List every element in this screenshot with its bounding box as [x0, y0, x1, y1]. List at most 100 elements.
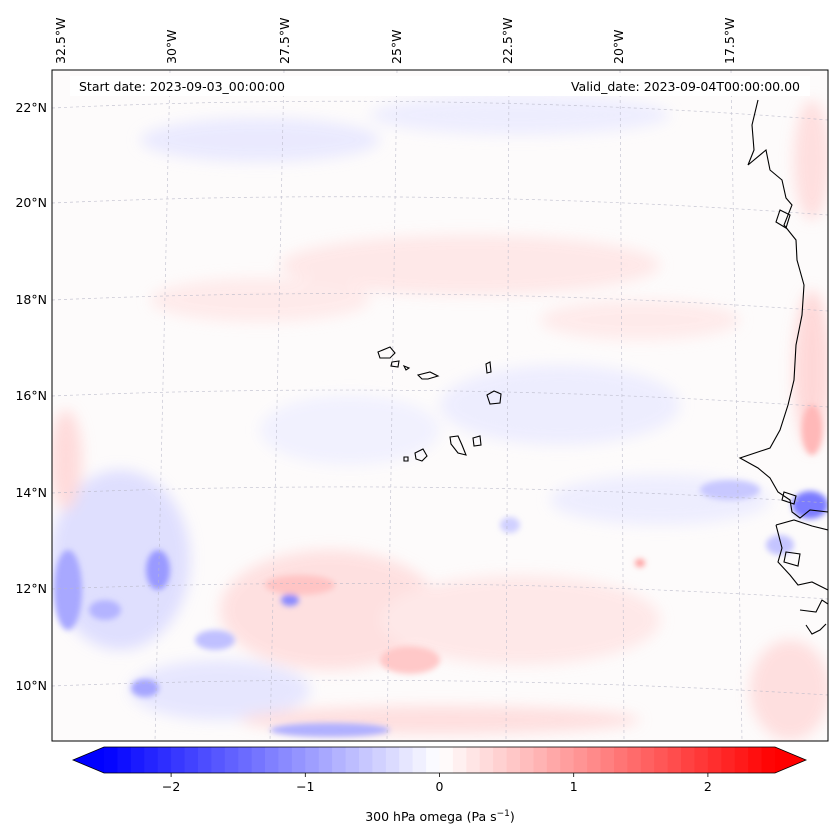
island-sal	[485, 361, 492, 374]
lon-label: 25°W	[389, 29, 404, 64]
colorbar-high-extension	[775, 747, 806, 773]
omega-blob	[794, 100, 828, 220]
parallel	[52, 100, 828, 121]
island-sao-nicolau	[416, 371, 440, 380]
colorbar-cell	[184, 747, 199, 773]
island-santo-antao	[377, 346, 396, 359]
omega-cell	[700, 480, 760, 500]
colorbar-cell	[399, 747, 414, 773]
colorbar-cell	[640, 747, 655, 773]
date-label-box	[70, 76, 810, 96]
parallel	[52, 486, 828, 504]
meridian	[730, 70, 743, 741]
island-brava	[403, 456, 409, 462]
omega-cell	[500, 517, 520, 533]
coast-islet	[775, 209, 791, 229]
island-fogo	[414, 448, 428, 462]
parallel	[52, 196, 828, 216]
omega-cell	[635, 559, 645, 567]
colorbar-tick-label: 0	[436, 779, 444, 794]
lat-label: 16°N	[15, 388, 47, 403]
colorbar-cell	[506, 747, 521, 773]
colorbar-cell	[533, 747, 548, 773]
meridian	[505, 70, 510, 741]
omega-blob	[52, 410, 82, 510]
omega-cell	[802, 405, 822, 455]
meridian	[619, 70, 625, 741]
omega-cell	[131, 679, 159, 697]
coast-islet	[781, 491, 797, 505]
lon-label: 17.5°W	[722, 18, 737, 64]
lon-label: 32.5°W	[53, 18, 68, 64]
colorbar-cell	[251, 747, 266, 773]
map-panel: Start date: 2023-09-03_00:00:00 Valid_da…	[51, 69, 829, 742]
latitude-labels: 22°N 20°N 18°N 16°N 14°N 12°N 10°N	[15, 100, 47, 693]
lon-label: 30°W	[164, 29, 179, 64]
omega-cell	[146, 550, 170, 590]
colorbar-tick-label: −2	[162, 779, 180, 794]
colorbar-cell	[600, 747, 615, 773]
omega-blob	[750, 640, 828, 740]
coast-islet	[783, 551, 801, 567]
colorbar-label-main: 300 hPa omega (Pa s	[365, 809, 496, 824]
colorbar-cell	[587, 747, 602, 773]
omega-blob	[794, 290, 828, 450]
meridian	[269, 70, 285, 741]
colorbar-label-exponent: −1	[497, 809, 510, 819]
parallel	[52, 679, 828, 696]
omega-cell	[380, 646, 440, 674]
colorbar-cell	[667, 747, 682, 773]
colorbar-cell	[265, 747, 280, 773]
colorbar-label: 300 hPa omega (Pa s−1)	[365, 809, 515, 824]
valid-date-label: Valid_date: 2023-09-04T00:00:00.00	[571, 79, 800, 94]
island-boa-vista	[486, 390, 502, 405]
omega-cell	[766, 535, 794, 555]
lat-label: 18°N	[15, 292, 47, 307]
colorbar-cell	[546, 747, 561, 773]
omega-blob	[380, 575, 660, 665]
colorbar: −2 −1 0 1 2 300 hPa omega (Pa s−1)	[71, 746, 808, 824]
colorbar-cell	[117, 747, 132, 773]
colorbar-cell	[694, 747, 709, 773]
colorbar-low-extension	[73, 747, 104, 773]
omega-blob	[52, 470, 190, 650]
lat-label: 20°N	[15, 195, 47, 210]
colorbar-cell	[372, 747, 387, 773]
colorbar-cell	[224, 747, 239, 773]
colorbar-cell	[452, 747, 467, 773]
colorbar-cell	[385, 747, 400, 773]
omega-blob	[370, 95, 670, 135]
africa-coastline	[738, 99, 828, 635]
colorbar-cell	[238, 747, 253, 773]
omega-blob	[260, 395, 440, 465]
colorbar-cell	[466, 747, 481, 773]
omega-cell	[54, 550, 82, 630]
lat-label: 12°N	[15, 581, 47, 596]
colorbar-cell	[412, 747, 427, 773]
colorbar-cell	[707, 747, 722, 773]
colorbar-cell	[305, 747, 320, 773]
island-maio	[472, 435, 482, 447]
omega-cell	[270, 723, 390, 737]
colorbar-ticks: −2 −1 0 1 2	[162, 773, 712, 794]
longitude-labels: 32.5°W 30°W 27.5°W 25°W 22.5°W 20°W 17.5…	[53, 18, 737, 64]
lat-label: 22°N	[15, 100, 47, 115]
colorbar-label-close: )	[510, 809, 515, 824]
lon-label: 27.5°W	[277, 18, 292, 64]
omega-cell	[195, 630, 235, 650]
colorbar-cell	[278, 747, 293, 773]
colorbar-cell	[681, 747, 696, 773]
omega-blob	[440, 365, 680, 445]
omega-cell	[89, 600, 121, 620]
colorbar-cell	[211, 747, 226, 773]
colorbar-outline	[71, 746, 808, 774]
island-sao-vicente	[390, 360, 400, 368]
colorbar-cell	[479, 747, 494, 773]
colorbar-tick-label: 2	[704, 779, 712, 794]
colorbar-cell	[157, 747, 172, 773]
colorbar-cell	[345, 747, 360, 773]
omega-blob	[130, 660, 310, 720]
colorbar-cell	[171, 747, 186, 773]
omega-blob	[540, 300, 740, 340]
